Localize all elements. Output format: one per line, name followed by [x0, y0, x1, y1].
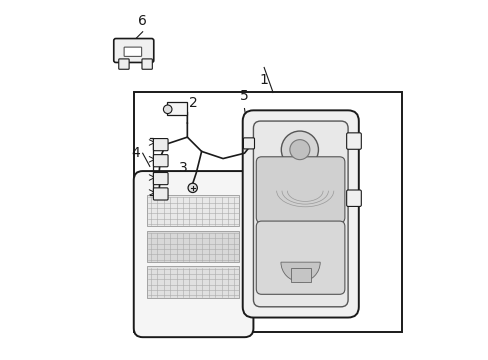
Wedge shape — [281, 262, 320, 282]
FancyBboxPatch shape — [253, 121, 347, 307]
Circle shape — [289, 140, 309, 159]
Circle shape — [188, 183, 197, 193]
FancyBboxPatch shape — [346, 133, 361, 149]
Text: 6: 6 — [138, 14, 147, 28]
FancyBboxPatch shape — [153, 139, 168, 151]
FancyBboxPatch shape — [153, 188, 168, 200]
FancyBboxPatch shape — [114, 39, 153, 63]
FancyBboxPatch shape — [166, 102, 186, 115]
FancyBboxPatch shape — [147, 231, 239, 262]
FancyBboxPatch shape — [124, 47, 142, 57]
FancyBboxPatch shape — [153, 155, 168, 167]
Bar — [290, 267, 310, 282]
Text: 1: 1 — [259, 73, 268, 87]
Bar — [134, 93, 401, 332]
FancyBboxPatch shape — [147, 266, 239, 298]
FancyBboxPatch shape — [346, 190, 361, 206]
Text: 5: 5 — [240, 89, 248, 103]
FancyBboxPatch shape — [119, 59, 129, 69]
Circle shape — [281, 131, 318, 168]
FancyBboxPatch shape — [243, 138, 254, 149]
FancyBboxPatch shape — [153, 172, 168, 185]
Text: 2: 2 — [189, 96, 198, 110]
Text: 4: 4 — [131, 146, 140, 160]
FancyBboxPatch shape — [256, 157, 344, 223]
Circle shape — [163, 105, 172, 113]
FancyBboxPatch shape — [134, 171, 253, 337]
FancyBboxPatch shape — [147, 195, 239, 226]
FancyBboxPatch shape — [256, 221, 344, 294]
FancyBboxPatch shape — [242, 111, 358, 318]
Text: 3: 3 — [178, 161, 187, 175]
FancyBboxPatch shape — [142, 59, 152, 69]
